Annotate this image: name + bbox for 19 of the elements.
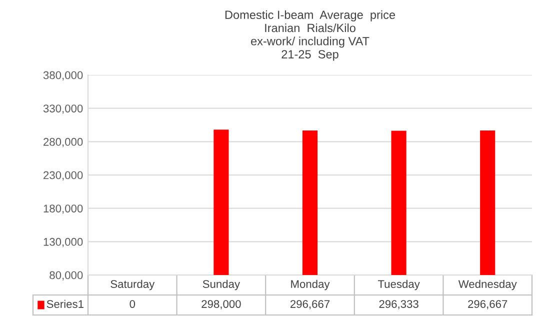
x-tick-label: Tuesday (378, 280, 420, 290)
x-tick-label: Wednesday (458, 280, 517, 290)
y-tick-label: 130,000 (44, 238, 83, 248)
y-tick-label: 330,000 (43, 104, 83, 114)
text: 298,000 (202, 300, 241, 310)
y-tick-label: 230,000 (44, 171, 83, 180)
y-tick-label: 380,000 (43, 71, 83, 80)
x-tick-label: Sunday (202, 280, 240, 290)
legend-label: Series1 (46, 300, 84, 308)
x-tick-label: Saturday (110, 280, 155, 290)
text: 296,667 (468, 300, 508, 310)
y-tick-label: 180,000 (44, 204, 83, 214)
x-tick-label: Monday (291, 280, 330, 290)
text: 0 (130, 300, 136, 308)
chart-title: Domestic I-beam Average price Iranian Rials/Kilo ex-work/ including VAT 21-25 Sep (225, 10, 396, 61)
y-tick-label: 80,000 (50, 271, 83, 280)
y-tick-label: 280,000 (44, 138, 83, 148)
text: 296,333 (379, 300, 418, 310)
text: 296,667 (290, 300, 330, 310)
